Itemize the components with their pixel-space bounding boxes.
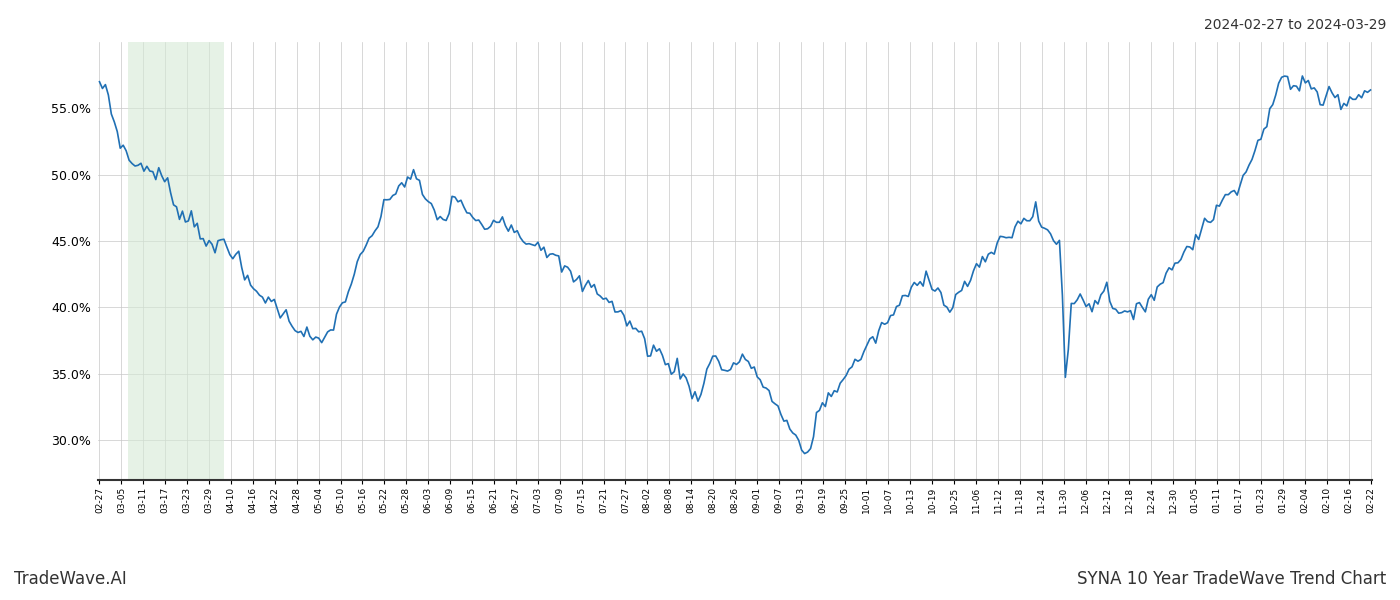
Text: SYNA 10 Year TradeWave Trend Chart: SYNA 10 Year TradeWave Trend Chart <box>1077 570 1386 588</box>
Text: TradeWave.AI: TradeWave.AI <box>14 570 127 588</box>
Text: 2024-02-27 to 2024-03-29: 2024-02-27 to 2024-03-29 <box>1204 18 1386 32</box>
Bar <box>127 42 224 480</box>
